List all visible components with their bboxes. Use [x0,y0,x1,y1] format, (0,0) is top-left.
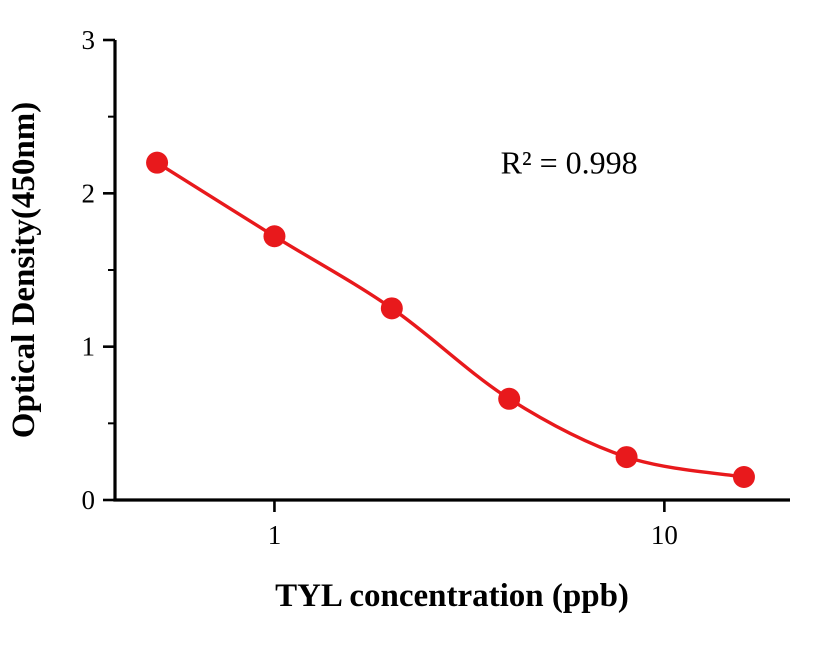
y-axis-title: Optical Density(450nm) [6,102,42,438]
data-points-layer [146,151,755,488]
x-axis-title: TYL concentration (ppb) [275,578,629,614]
data-point [615,446,638,469]
data-point [732,466,755,488]
fit-curve-layer [155,160,746,479]
data-point [263,225,286,248]
data-point [146,151,169,174]
data-point [498,387,521,410]
fit-curve [155,160,746,479]
y-tick-label: 0 [82,485,96,515]
x-tick-label: 1 [268,520,282,550]
axes: 0 1 2 3 1 10 [82,25,790,550]
r-squared-annotation: R² = 0.998 [501,145,638,181]
y-tick-label: 1 [82,332,96,362]
y-tick-label: 3 [82,25,96,55]
data-point [380,297,403,320]
y-tick-label: 2 [82,178,96,208]
x-tick-label: 10 [651,520,678,550]
